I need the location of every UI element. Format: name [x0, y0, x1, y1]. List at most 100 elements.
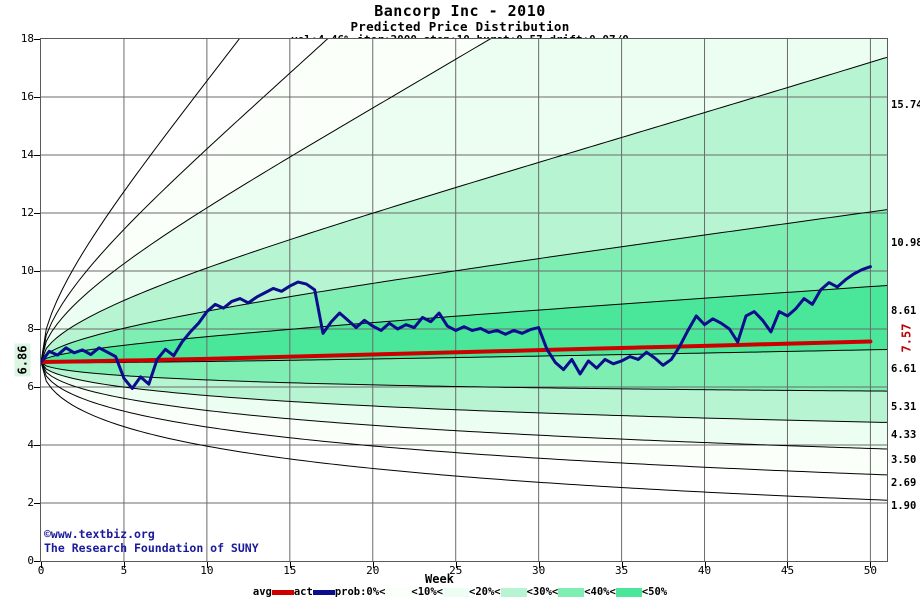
y-tick-mark	[34, 97, 40, 98]
legend-band-swatch-3	[558, 587, 585, 597]
x-tick-label: 15	[283, 564, 297, 577]
legend-band-label-0: <10%<	[411, 586, 443, 598]
legend-prob: prob:0%<	[335, 586, 386, 598]
y-tick-mark	[34, 387, 40, 388]
y-tick-mark	[34, 155, 40, 156]
series-act	[41, 265, 872, 390]
chart-legend: avg act prob:0%< <10%< <20%< <30%< <40%< <50%	[0, 586, 920, 598]
x-tick-mark	[621, 562, 623, 568]
y-tick-mark	[34, 39, 40, 40]
legend-band-swatch-0	[385, 587, 412, 597]
band-outline-upper	[41, 39, 492, 363]
legend-band-label-4: <50%	[641, 586, 668, 598]
x-tick-label: 35	[614, 564, 629, 577]
legend-band-label-1: <20%<	[469, 586, 501, 598]
band-outline-lower	[41, 361, 887, 476]
copyright-line-2: The Research Foundation of SUNY	[44, 541, 259, 555]
x-tick-label: 25	[449, 564, 463, 577]
y-tick-label: 2	[27, 496, 34, 509]
plot-area	[40, 38, 888, 562]
band-outline-upper	[41, 56, 887, 363]
x-tick-mark	[206, 562, 208, 568]
legend-band-swatch-4	[615, 587, 642, 597]
right-value-label: 6.61	[891, 363, 917, 376]
x-tick-mark	[372, 562, 374, 568]
right-value-label: 8.61	[891, 305, 917, 318]
x-tick-mark	[870, 562, 872, 568]
series-avg	[41, 339, 873, 365]
x-tick-label: 40	[697, 564, 712, 577]
legend-band-3: <40%<	[558, 586, 616, 598]
band-outline-upper	[41, 209, 887, 363]
y-tick-mark	[34, 271, 40, 272]
right-value-label: 15.74	[891, 98, 920, 111]
band-outline-upper	[41, 39, 240, 363]
band-outline-lower	[41, 361, 887, 423]
band-outlines	[41, 39, 887, 501]
y-tick-label: 18	[20, 32, 34, 45]
legend-band-4: <50%	[615, 586, 668, 598]
y-tick-mark	[34, 503, 40, 504]
y-tick-label: 0	[27, 554, 34, 567]
y-tick-label: 14	[20, 148, 34, 161]
right-value-label: 2.69	[891, 476, 917, 489]
legend-band-2: <30%<	[500, 586, 559, 598]
y-tick-label: 12	[20, 206, 34, 219]
x-tick-mark	[289, 562, 291, 568]
right-value-label: 10.98	[891, 236, 920, 249]
legend-act-label: act	[293, 586, 313, 598]
x-tick-mark	[41, 562, 42, 568]
band-outline-lower	[41, 361, 887, 450]
band-outline-lower	[41, 348, 887, 364]
chart-subtitle: Predicted Price Distribution	[350, 19, 570, 34]
legend-band-1: <20%<	[443, 586, 501, 598]
legend-band-swatch-2	[500, 587, 527, 597]
right-value-label: 5.31	[891, 401, 917, 413]
legend-band-label-3: <40%<	[584, 586, 616, 598]
x-tick-label: 45	[780, 564, 795, 577]
right-value-label: 3.50	[891, 453, 917, 466]
y-tick-mark	[34, 213, 40, 214]
y-tick-label: 10	[20, 264, 34, 277]
y-tick-label: 16	[20, 90, 34, 103]
right-value-label: 4.33	[891, 429, 917, 442]
band-outline-upper	[41, 284, 887, 363]
x-tick-mark	[538, 562, 540, 568]
x-axis-title: Week	[425, 572, 454, 586]
y-tick-label: 8	[27, 322, 34, 335]
band-50	[41, 285, 887, 363]
x-tick-label: 0	[37, 564, 45, 577]
y-tick-label: 4	[27, 438, 34, 451]
y-tick-mark	[34, 445, 40, 446]
legend-band-swatch-1	[443, 587, 469, 597]
x-tick-label: 5	[120, 564, 128, 577]
chart-canvas	[41, 39, 887, 561]
start-price-label: 6.86	[14, 343, 31, 377]
y-tick-mark	[34, 329, 40, 330]
band-outline-upper	[41, 39, 329, 363]
x-tick-mark	[704, 562, 706, 568]
x-tick-label: 20	[366, 564, 380, 577]
legend-avg-swatch	[271, 589, 294, 595]
legend-act: act	[294, 586, 335, 598]
copyright-line-1: ©www.textbiz.org	[44, 527, 155, 541]
legend-avg: avg	[253, 586, 294, 598]
legend-act-swatch	[312, 589, 335, 595]
band-outline-lower	[41, 361, 887, 392]
x-tick-label: 10	[200, 564, 214, 577]
x-tick-label: 30	[532, 564, 546, 577]
legend-band-label-2: <30%<	[526, 586, 559, 598]
copyright-notice: ©www.textbiz.org The Research Foundation…	[44, 527, 259, 555]
x-tick-mark	[787, 562, 789, 568]
x-tick-mark	[455, 562, 457, 568]
legend-prob-label: prob:0%<	[334, 586, 386, 598]
y-tick-label: 6	[27, 380, 34, 393]
x-tick-label: 50	[863, 564, 878, 577]
legend-avg-label: avg	[252, 586, 272, 598]
x-tick-mark	[123, 562, 125, 568]
final-average-label: 7.57	[899, 324, 914, 353]
right-value-label: 1.90	[891, 499, 917, 512]
legend-band-0: <10%<	[385, 586, 443, 598]
chart-title: Bancorp Inc - 2010	[374, 2, 546, 20]
